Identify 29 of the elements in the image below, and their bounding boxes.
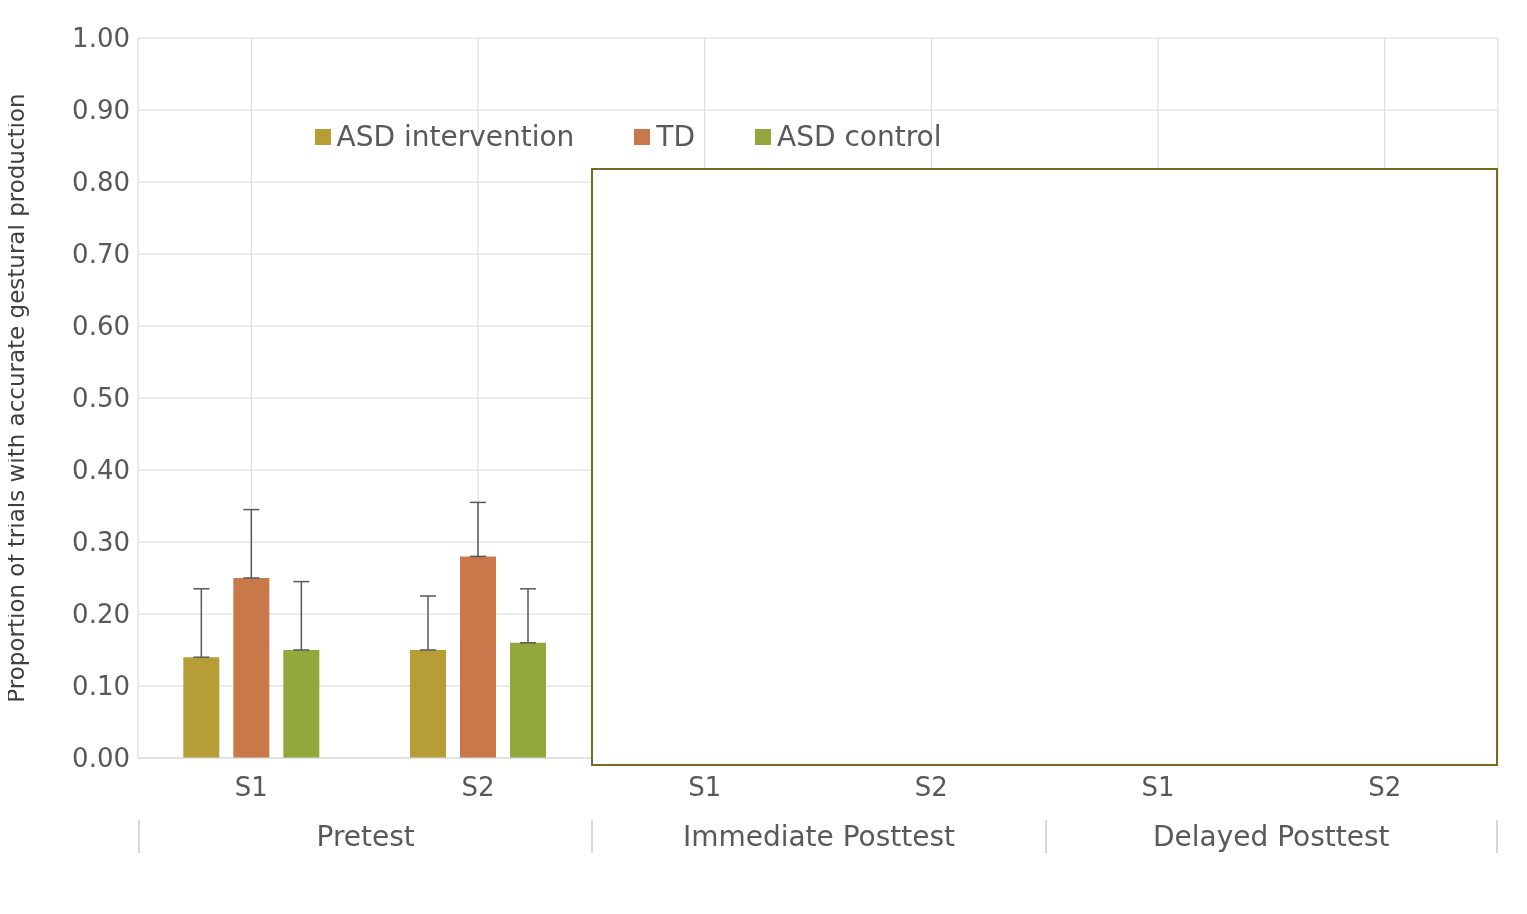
x-tick-label: S1 [1141, 772, 1175, 803]
y-tick-label: 0.80 [72, 167, 130, 198]
y-tick-label: 0.20 [72, 599, 130, 630]
x-tick-label: S2 [914, 772, 948, 803]
text: Delayed Posttest [1044, 820, 1498, 853]
x-tick-label: S2 [1368, 772, 1402, 803]
text: Pretest [138, 820, 592, 853]
legend-label: ASD intervention [335, 120, 575, 153]
x-tick-label: S1 [688, 772, 722, 803]
legend-label: ASD control [776, 120, 942, 153]
bar [233, 578, 270, 758]
text: Immediate Posttest [591, 820, 1045, 853]
y-tick-label: 0.40 [72, 455, 130, 486]
bar [460, 556, 496, 758]
x-tick-label: S2 [461, 772, 495, 803]
bar [183, 657, 220, 758]
y-tick-label: 0.60 [72, 311, 130, 342]
x-tick-label: S1 [234, 772, 268, 803]
y-tick-label: 0.70 [72, 239, 130, 270]
y-tick-label: 1.00 [72, 23, 130, 54]
y-tick-label: 0.90 [72, 95, 130, 126]
bar [283, 650, 320, 758]
y-tick-label: 0.30 [72, 527, 130, 558]
legend-label: TD [655, 120, 696, 153]
y-tick-label: 0.00 [72, 743, 130, 774]
bar [510, 642, 546, 758]
y-tick-label: 0.10 [72, 671, 130, 702]
y-tick-label: 0.50 [72, 383, 130, 414]
bar [410, 650, 446, 758]
